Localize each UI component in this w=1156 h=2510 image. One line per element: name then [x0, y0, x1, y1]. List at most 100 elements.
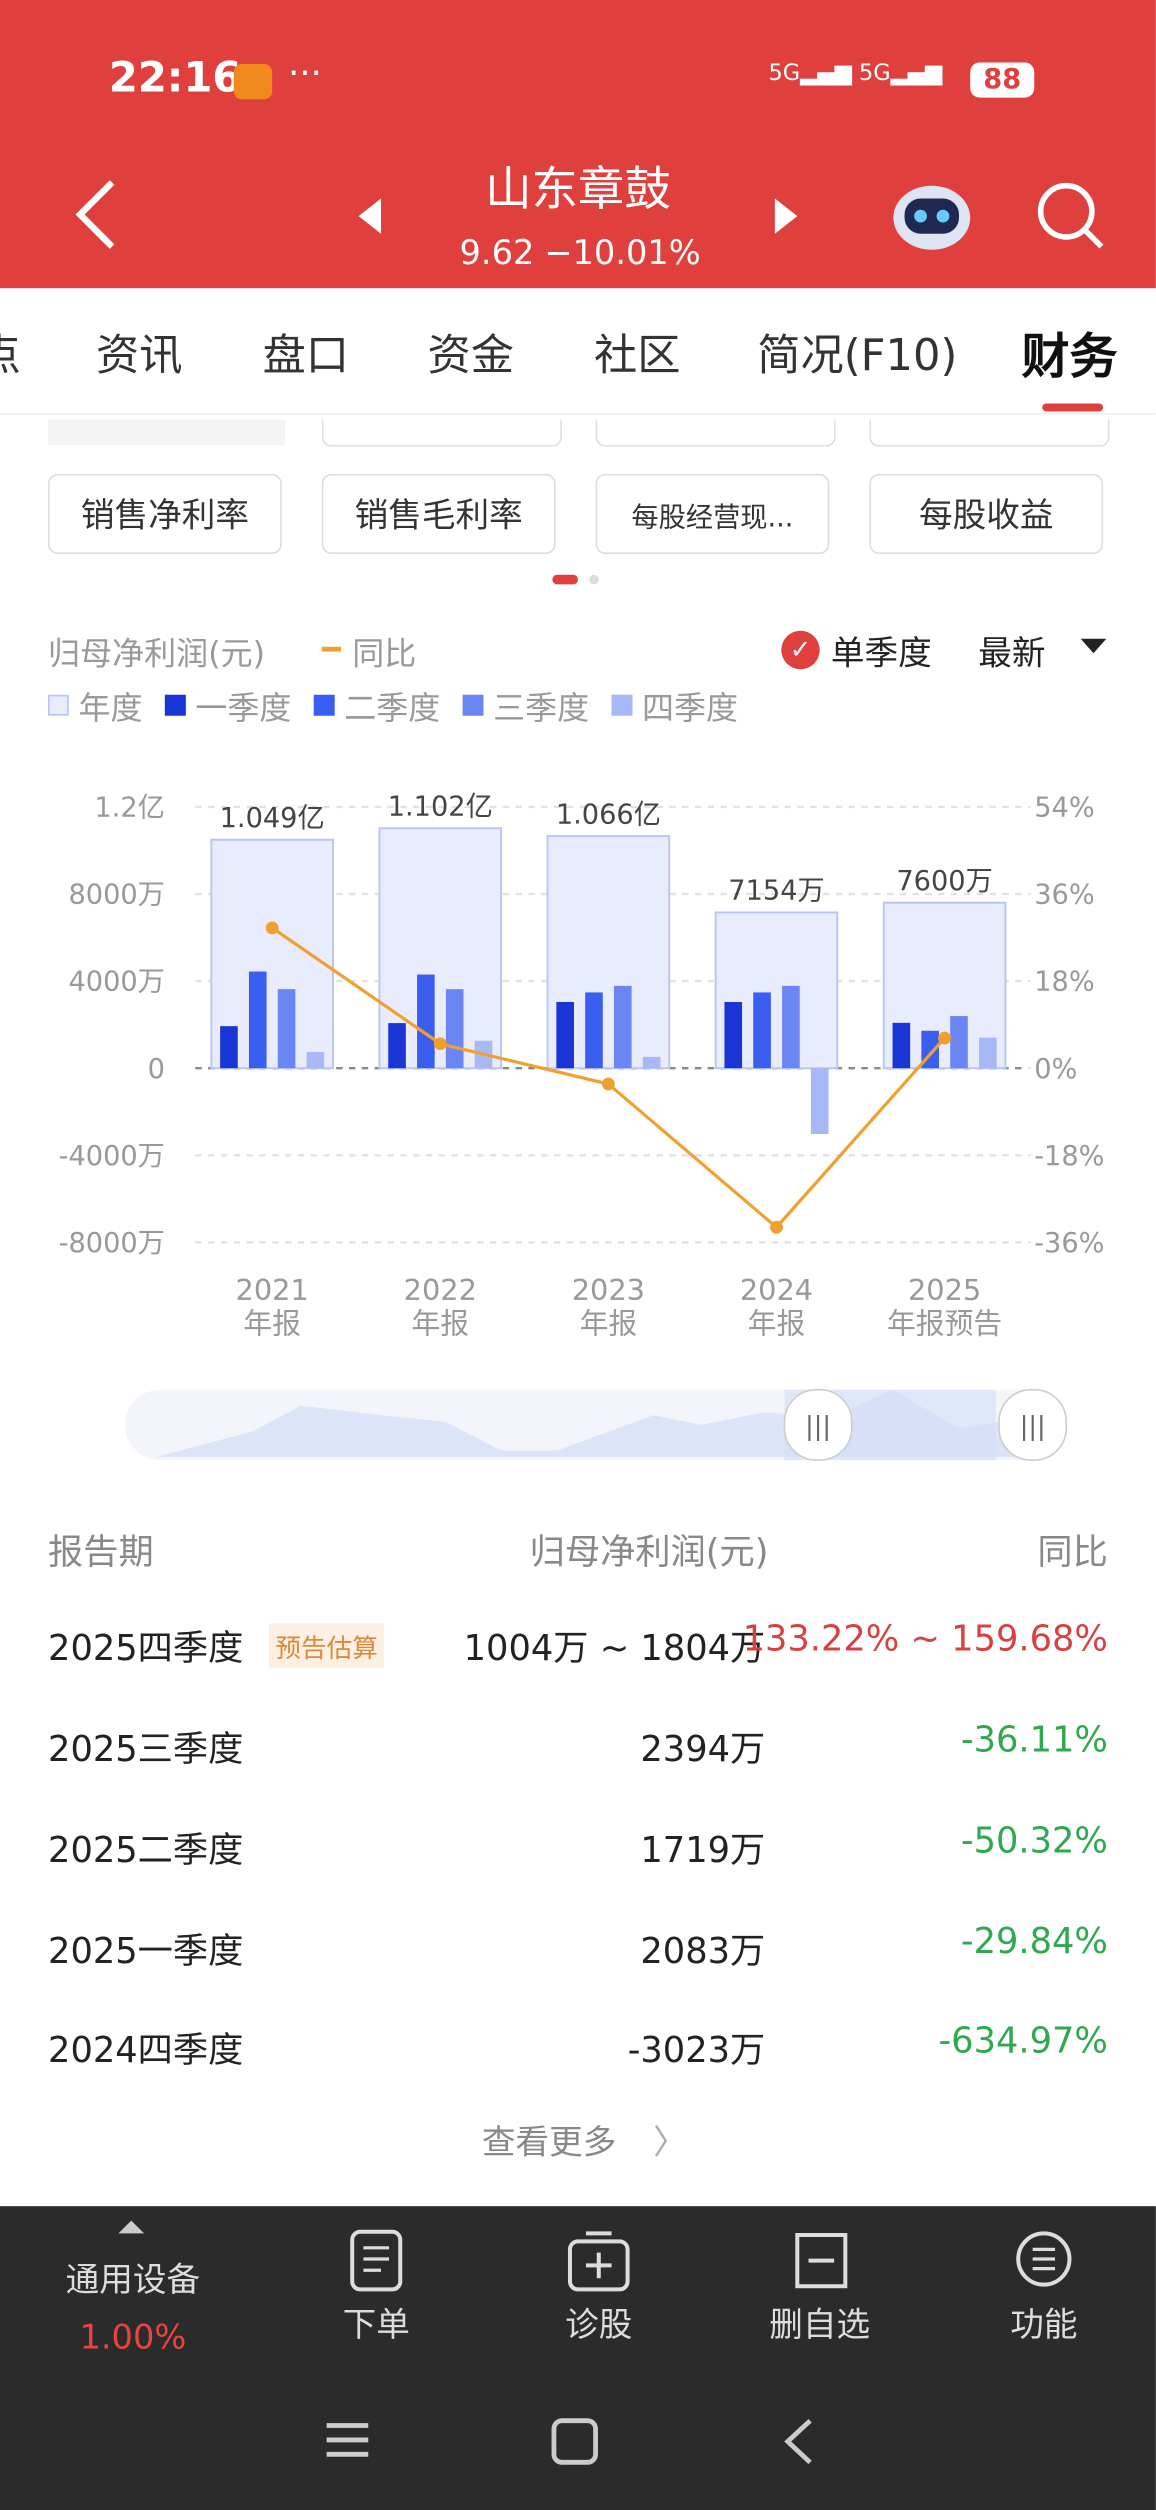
td: -3023万: [627, 2031, 766, 2072]
x-tick-label: 2023: [572, 1273, 645, 1307]
quarter-bar: [613, 985, 632, 1069]
price: 9.62: [459, 233, 535, 273]
y2-tick-label: 54%: [1034, 793, 1094, 824]
th: 同比: [1037, 1533, 1108, 1574]
legend-item[interactable]: 三季度: [462, 682, 589, 727]
value-label: 1.066亿: [556, 799, 661, 830]
legend-label: 四季度: [642, 687, 739, 727]
svg-text:|||: |||: [805, 1411, 831, 1441]
legend-item[interactable]: 四季度: [611, 682, 739, 727]
page-dot: [552, 574, 578, 585]
nav-item[interactable]: 删自选: [769, 2305, 871, 2344]
tab-active[interactable]: 财务: [1021, 329, 1118, 386]
quarter-bar: [810, 1068, 829, 1135]
system-nav[interactable]: [320, 2414, 832, 2468]
tab[interactable]: 盘口: [262, 331, 350, 382]
icon: [567, 2231, 630, 2292]
x-tick-label: 2022: [404, 1273, 477, 1307]
see-more[interactable]: 查看更多: [481, 2122, 617, 2162]
legend-label: 二季度: [344, 687, 441, 727]
td: -29.84%: [960, 1922, 1108, 1963]
value-label: 7154万: [728, 876, 824, 907]
nav-item[interactable]: 诊股: [565, 2305, 633, 2344]
y2-tick-label: 18%: [1034, 967, 1094, 998]
bottom-nav: 通用设备 1.00% 下单 诊股 删自选 功能: [0, 2206, 1156, 2510]
navigator[interactable]: ||| |||: [124, 1386, 1070, 1463]
back[interactable]: [64, 176, 128, 253]
td: 133.22% ~ 159.68%: [742, 1620, 1108, 1661]
sector[interactable]: 通用设备: [65, 2260, 201, 2300]
prev[interactable]: [352, 192, 384, 240]
table-row: 2024四季度 -3023万 -634.97%: [48, 2022, 1108, 2086]
chevron: 〉: [653, 2122, 687, 2162]
icon: [350, 2229, 403, 2292]
next[interactable]: [772, 192, 804, 240]
quarter-bar: [277, 989, 296, 1069]
td: -634.97%: [938, 2022, 1108, 2063]
chip[interactable]: 每股经营现...: [595, 473, 830, 554]
quarter-bar: [388, 1023, 406, 1069]
quarter-bar: [585, 992, 603, 1069]
x-tick-label: 年报: [243, 1307, 301, 1341]
tab[interactable]: 资金: [427, 331, 514, 382]
yoy-point: [601, 1077, 615, 1091]
td: 2025四季度: [48, 1629, 244, 1670]
legend-line: [321, 646, 342, 652]
legend: 年度 一季度 二季度 三季度 四季度: [48, 682, 738, 727]
legend-swatch: [462, 694, 484, 715]
legend-item[interactable]: 二季度: [313, 682, 441, 727]
y2-tick-label: 0%: [1034, 1054, 1077, 1085]
mi-icon: [233, 64, 273, 100]
td: 2025三季度: [48, 1730, 244, 1771]
tab[interactable]: 简况(F10): [757, 331, 958, 382]
latest[interactable]: 最新: [978, 633, 1046, 673]
y2-tick-label: -18%: [1034, 1141, 1104, 1172]
chip[interactable]: 销售毛利率: [321, 473, 556, 554]
search[interactable]: [1034, 179, 1108, 253]
robot[interactable]: [890, 176, 973, 253]
header: 22:16 ··· 5G▂▄▆ 5G▂▄▆ 88 山东章鼓 9.62 −10.0…: [0, 0, 1156, 289]
td: 1719万: [640, 1831, 766, 1872]
legend-item[interactable]: 一季度: [164, 682, 291, 727]
td: 2083万: [640, 1932, 766, 1973]
chip[interactable]: 销售净利率: [48, 473, 282, 554]
up-arrow: [118, 2220, 145, 2234]
nav-item[interactable]: 功能: [1010, 2305, 1078, 2344]
quarter-bar: [556, 1001, 574, 1069]
value-label: 7600万: [896, 866, 992, 897]
legend-swatch: [313, 694, 335, 715]
quarter-bar: [782, 985, 800, 1069]
icon: [1016, 2231, 1072, 2287]
quarter-bar: [417, 974, 435, 1069]
divider: [0, 413, 1156, 415]
value-label: 1.049亿: [220, 803, 325, 834]
quarter-bar: [950, 1016, 968, 1069]
y-tick-label: 1.2亿: [94, 793, 164, 824]
quarter-bar: [642, 1056, 661, 1069]
page-dot: [589, 574, 599, 585]
yoy-point: [938, 1031, 951, 1045]
td: -50.32%: [960, 1821, 1108, 1862]
check[interactable]: ✓: [781, 630, 820, 670]
legend-swatch: [164, 694, 186, 715]
stock-name: 山东章鼓: [485, 161, 671, 217]
yoy-point: [770, 1220, 783, 1234]
table-row: 2025四季度 预告估算 1004万 ~ 1804万 133.22% ~ 159…: [48, 1620, 1108, 1684]
td: -36.11%: [960, 1721, 1108, 1762]
legend-item[interactable]: 年度: [48, 682, 142, 727]
quarter-bar: [306, 1052, 325, 1069]
svg-text:|||: |||: [1020, 1411, 1046, 1441]
dropdown[interactable]: [1079, 637, 1108, 656]
tab[interactable]: 资讯: [96, 331, 183, 382]
tab[interactable]: 社区: [593, 331, 681, 382]
chip[interactable]: 每股收益: [869, 473, 1104, 554]
tab[interactable]: 点: [0, 320, 21, 382]
signal: 5G▂▄▆ 5G▂▄▆: [768, 60, 943, 87]
single-quarter[interactable]: 单季度: [830, 633, 932, 673]
table-row: 2025三季度 2394万 -36.11%: [48, 1721, 1108, 1785]
icon: [795, 2232, 848, 2289]
quarter-bar: [445, 989, 464, 1069]
nav-item[interactable]: 下单: [342, 2305, 410, 2344]
